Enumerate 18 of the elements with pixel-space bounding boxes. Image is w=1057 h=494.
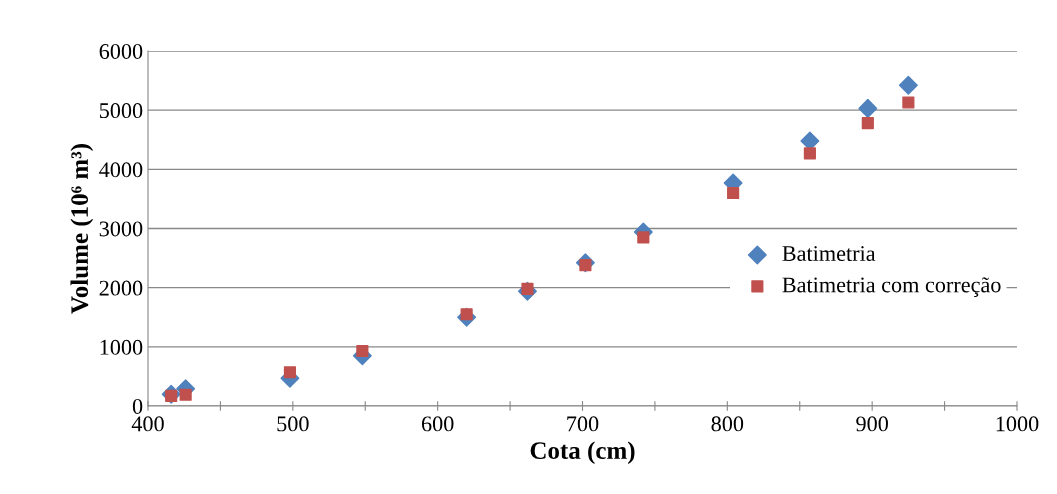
y-tick-label: 5000 [99,103,143,119]
x-tick-label: 1000 [996,416,1039,432]
y-axis-title: Volume (10⁶ m³) [70,144,94,314]
y-tick-label: 4000 [99,162,143,178]
legend-label: Batimetria com correção [782,277,1001,297]
x-tick-label: 400 [131,416,164,432]
y-tick-label: 6000 [99,43,143,59]
x-tick-label: 800 [711,416,744,432]
y-tick-label: 1000 [100,339,143,355]
x-axis-title: Cota (cm) [530,441,635,465]
x-tick-label: 900 [856,416,888,432]
y-tick-label: 3000 [99,221,143,237]
legend-label: Batimetria [782,246,876,262]
x-tick-label: 500 [277,416,309,432]
y-tick-label: 2000 [99,280,143,296]
x-tick-label: 600 [421,416,454,432]
y-tick-label: 0 [132,398,143,414]
x-tick-label: 700 [567,416,599,432]
